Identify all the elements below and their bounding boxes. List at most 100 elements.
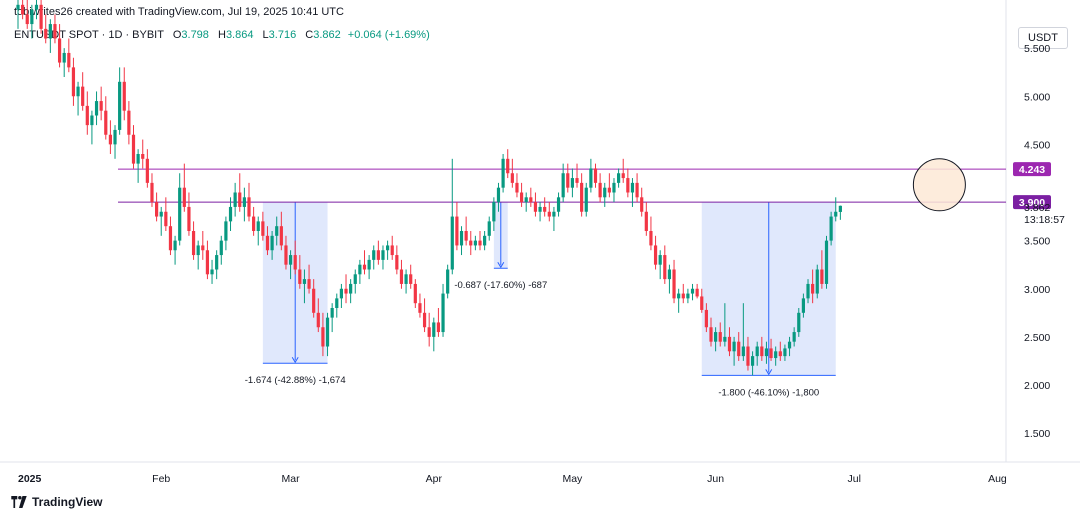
candle-body (732, 341, 736, 352)
candlestick-series (16, 0, 842, 376)
candle-body (247, 197, 251, 217)
x-tick-label: 2025 (18, 473, 42, 485)
candle-body (718, 332, 722, 342)
tradingview-logo-icon (11, 496, 27, 508)
measurement-arrowhead-0 (291, 356, 299, 364)
candle-body (658, 255, 662, 265)
level-price-badge-1[interactable] (1013, 195, 1051, 210)
low-label: L (262, 29, 269, 41)
x-tick-label: Aug (988, 473, 1007, 485)
candle-body (62, 52, 66, 63)
y-tick-label: 4.500 (1024, 139, 1050, 151)
candle-body (473, 240, 477, 246)
candle-body (196, 245, 200, 256)
candle-body (533, 202, 538, 212)
measurement-label-1: -0.687 (-17.60%) -687 (454, 280, 547, 291)
candle-body (113, 129, 117, 145)
candle-body (187, 206, 191, 231)
candle-body (71, 67, 76, 97)
candle-body (57, 38, 62, 63)
candle-body (441, 293, 445, 333)
candle-body (224, 221, 228, 241)
y-tick-label: 2.500 (1024, 332, 1050, 344)
chart-credit: tobiwrites26 created with TradingView.co… (14, 6, 344, 18)
candle-body (593, 168, 598, 183)
candle-body (155, 202, 159, 217)
candle-body (90, 115, 94, 126)
candle-body (168, 226, 173, 251)
candle-body (446, 269, 450, 294)
candle-body (219, 240, 223, 256)
candle-body (478, 240, 482, 246)
candle-body (778, 351, 782, 357)
candle-body (409, 274, 413, 284)
candle-body (787, 341, 792, 349)
candle-body (349, 283, 353, 294)
candle-body (510, 173, 514, 183)
candle-body (104, 110, 108, 135)
candle-body (242, 197, 246, 207)
low-value: 3.716 (268, 29, 297, 41)
bar-countdown-label: 13:18:57 (1024, 214, 1065, 226)
candle-body (159, 211, 163, 217)
y-tick-label: 5.500 (1024, 43, 1050, 55)
time-axis[interactable]: 2025 Feb Mar Apr May Jun Jul Aug (18, 473, 1007, 485)
candle-body (418, 303, 422, 313)
candle-body (783, 348, 787, 357)
candle-body (108, 134, 112, 145)
candle-body (589, 168, 593, 188)
candle-body (570, 178, 574, 188)
x-tick-label: May (562, 473, 583, 485)
candle-body (48, 24, 52, 39)
candle-body (704, 309, 708, 328)
candle-body (635, 182, 639, 198)
candle-body (94, 101, 99, 116)
x-tick-label: Mar (282, 473, 301, 485)
candle-body (584, 187, 588, 212)
candle-body (686, 293, 690, 299)
candle-body (677, 293, 681, 299)
candle-body (640, 197, 644, 212)
candle-body (270, 235, 274, 251)
candle-body (621, 173, 625, 179)
level-price-badge-0[interactable] (1013, 162, 1051, 177)
y-tick-label: 3.000 (1024, 284, 1050, 296)
measurement-label-2: -1.800 (-46.10%) -1,800 (718, 387, 819, 398)
high-label: H (217, 29, 226, 41)
candle-body (353, 274, 357, 284)
tradingview-brand[interactable]: TradingView (10, 495, 102, 509)
candle-body (413, 283, 417, 304)
candle-body (81, 86, 85, 106)
candle-body (432, 322, 436, 337)
candle-body (210, 269, 214, 275)
brand-name: TradingView (32, 495, 103, 509)
candle-body (34, 4, 39, 10)
x-tick-label: Jul (848, 473, 861, 485)
candle-body (307, 279, 311, 289)
measurement-arrowhead-1 (497, 261, 505, 269)
y-tick-label: 3.500 (1024, 236, 1050, 248)
candle-body (376, 250, 380, 260)
y-tick-label: 1.500 (1024, 428, 1050, 440)
candle-body (607, 187, 611, 193)
candle-body (695, 288, 699, 297)
candle-body (723, 336, 727, 342)
candle-body (459, 231, 464, 246)
measurement-ranges: -1.674 (-42.88%) -1,674 -0.687 (-17.60%) … (245, 202, 836, 398)
candle-body (118, 81, 122, 130)
candle-body (21, 4, 25, 15)
candle-body (709, 327, 713, 342)
measurement-arrowhead-2 (765, 369, 773, 376)
y-tick-label: 2.000 (1024, 380, 1050, 392)
candle-body (238, 192, 242, 207)
candle-body (653, 245, 658, 265)
candle-body (811, 283, 815, 294)
price-axis[interactable]: 5.500 5.000 4.500 3.500 3.000 2.500 2.000 1.500… (1013, 43, 1065, 440)
candle-body (279, 226, 283, 246)
currency-button[interactable]: USDT (1018, 27, 1068, 49)
candle-body (344, 288, 348, 294)
candle-body (741, 346, 745, 357)
candle-body (367, 259, 371, 270)
highlight-layer (912, 158, 966, 212)
